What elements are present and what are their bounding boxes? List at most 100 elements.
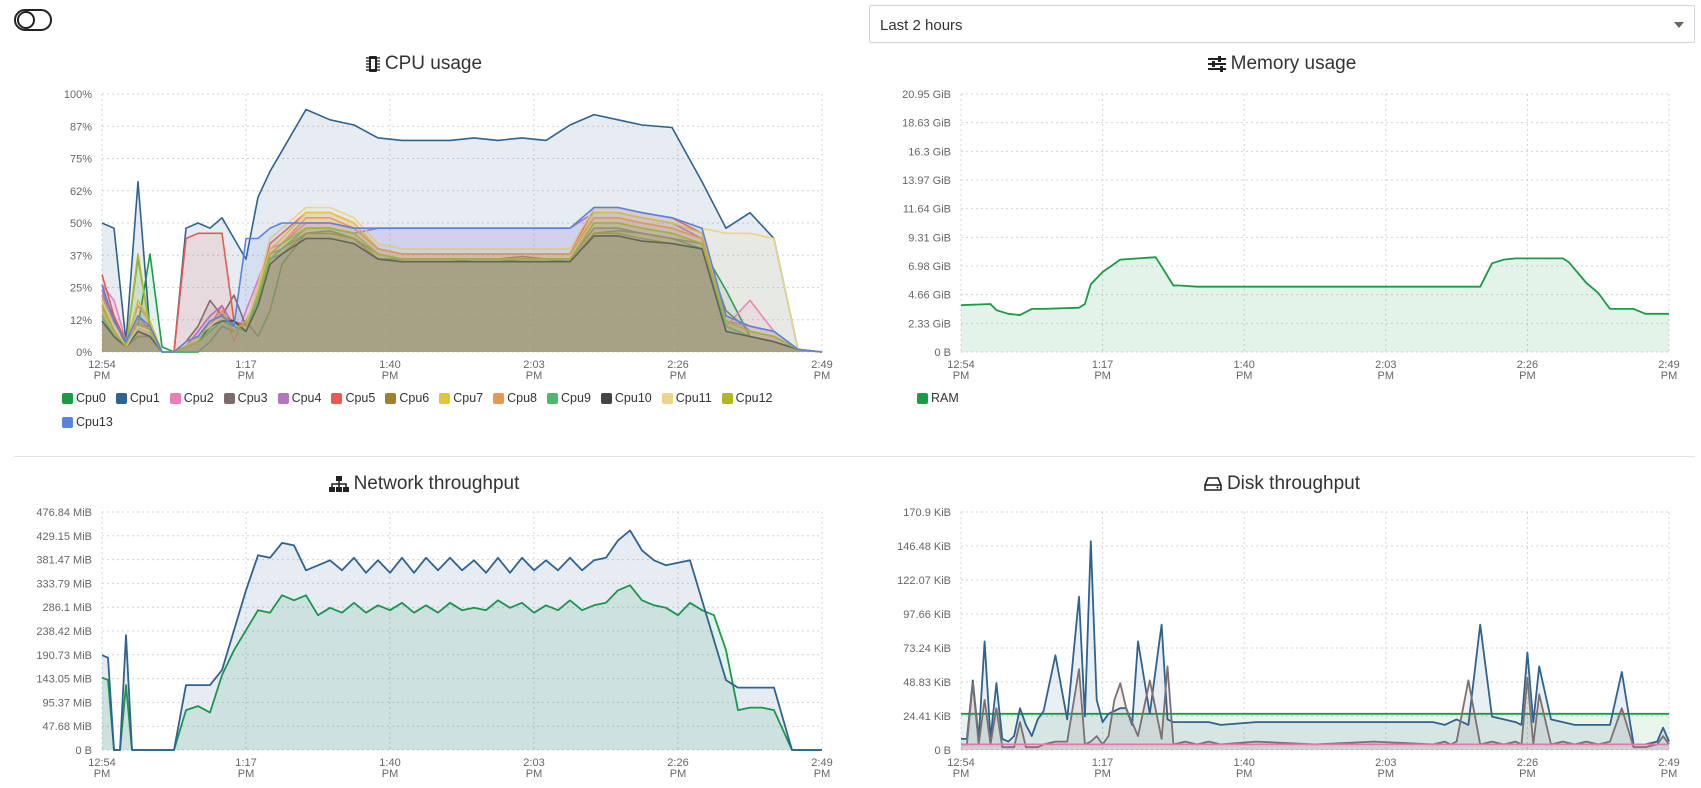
x-tick-label: 2:49 PM xyxy=(811,757,832,780)
series-line-2 xyxy=(961,665,1670,749)
y-tick-label: 18.63 GiB xyxy=(902,118,951,130)
series-area-7 xyxy=(102,212,822,352)
x-tick-label: 1:40 PM xyxy=(1233,359,1254,382)
x-tick-label: 2:49 PM xyxy=(1658,757,1679,780)
time-range-value: Last 2 hours xyxy=(880,17,963,34)
legend-item-ram[interactable]: RAM xyxy=(917,386,959,410)
legend-swatch xyxy=(600,392,612,404)
legend-item-cpu9[interactable]: Cpu9 xyxy=(547,386,591,410)
legend-item-cpu0[interactable]: Cpu0 xyxy=(62,386,106,410)
legend-swatch xyxy=(439,392,451,404)
y-tick-label: 100% xyxy=(64,89,92,101)
series-area-9 xyxy=(102,223,822,352)
legend-label: Cpu11 xyxy=(675,391,712,405)
memory-usage-chart: 0 B 2.33 GiB 4.66 GiB 6.98 GiB 9.31 GiB 11.64… xyxy=(902,89,1680,382)
legend-label: Cpu2 xyxy=(183,391,214,405)
legend-item-cpu2[interactable]: Cpu2 xyxy=(169,386,214,410)
legend-swatch xyxy=(331,392,343,404)
network-throughput-title: Network throughput xyxy=(14,470,834,498)
y-tick-label: 95.37 MiB xyxy=(42,697,92,709)
legend-swatch xyxy=(277,392,289,404)
cpu-usage-title: CPU usage xyxy=(14,50,834,78)
x-tick-label: 1:17 PM xyxy=(1092,359,1113,382)
legend-swatch xyxy=(62,416,73,428)
toggle-switch[interactable] xyxy=(14,9,52,31)
x-tick-label: 2:49 PM xyxy=(811,359,832,382)
legend-item-cpu7[interactable]: Cpu7 xyxy=(439,386,483,410)
y-tick-label: 2.33 GiB xyxy=(908,318,951,330)
legend-label: Cpu8 xyxy=(507,391,538,405)
legend-swatch xyxy=(223,392,235,404)
x-tick-label: 1:40 PM xyxy=(1233,757,1254,780)
legend-label: Cpu7 xyxy=(453,391,484,405)
legend-swatch xyxy=(493,392,505,404)
network-throughput-chart: 0 B 47.68 MiB 95.37 MiB 143.05 MiB 190.73 Mi… xyxy=(36,507,832,780)
legend-label: Cpu3 xyxy=(237,391,268,405)
series-area-3 xyxy=(102,228,822,352)
y-tick-label: 13.97 GiB xyxy=(902,175,951,187)
series-line-1 xyxy=(961,540,1670,746)
y-tick-label: 170.9 KiB xyxy=(903,507,951,519)
series-line-1 xyxy=(101,529,822,751)
x-tick-label: 12:54 PM xyxy=(88,359,116,382)
series-area-2 xyxy=(102,217,822,352)
x-tick-label: 2:03 PM xyxy=(1375,757,1396,780)
y-tick-label: 12% xyxy=(70,315,92,327)
series-area-13 xyxy=(102,207,822,352)
series-area-0 xyxy=(961,257,1669,352)
cpu-usage-chart: 0% 12% 25% 37% 50% 62% 75% 87% 100% 12:54 PM 1:17 PM… xyxy=(64,89,833,382)
time-range-select[interactable]: Last 2 hours xyxy=(869,5,1695,43)
x-tick-label: 1:40 PM xyxy=(379,757,400,780)
series-area-0 xyxy=(102,585,822,750)
y-tick-label: 24.41 KiB xyxy=(903,711,951,723)
x-tick-label: 12:54 PM xyxy=(88,757,116,780)
sliders-icon xyxy=(1207,55,1226,72)
network-throughput-title-text: Network throughput xyxy=(353,473,520,494)
legend-item-cpu10[interactable]: Cpu10 xyxy=(600,386,652,410)
legend-label: Cpu0 xyxy=(76,391,106,405)
series-area-8 xyxy=(102,217,822,352)
memory-legend: RAM xyxy=(917,386,1697,410)
legend-label: Cpu4 xyxy=(291,391,322,405)
legend-item-cpu12[interactable]: Cpu12 xyxy=(721,386,773,410)
series-line-0 xyxy=(101,584,822,751)
legend-item-cpu4[interactable]: Cpu4 xyxy=(277,386,322,410)
y-tick-label: 238.42 MiB xyxy=(36,626,92,638)
x-tick-label: 1:17 PM xyxy=(1092,757,1113,780)
legend-item-cpu5[interactable]: Cpu5 xyxy=(331,386,375,410)
legend-swatch xyxy=(115,392,127,404)
series-line-0 xyxy=(960,256,1669,316)
legend-item-cpu1[interactable]: Cpu1 xyxy=(115,386,160,410)
y-tick-label: 0 B xyxy=(934,347,951,359)
series-area-1 xyxy=(102,109,822,352)
memory-usage-title-text: Memory usage xyxy=(1230,53,1357,74)
x-tick-label: 12:54 PM xyxy=(947,757,975,780)
cpu-usage-title-text: CPU usage xyxy=(384,53,483,74)
y-tick-label: 11.64 GiB xyxy=(903,204,951,216)
y-tick-label: 190.73 MiB xyxy=(36,650,92,662)
x-tick-label: 2:26 PM xyxy=(1517,359,1538,382)
series-line-13 xyxy=(101,206,823,353)
legend-item-cpu11[interactable]: Cpu11 xyxy=(661,386,712,410)
cpu-legend: Cpu0 Cpu1 Cpu2 Cpu3 Cpu4 Cpu5 Cpu6 Cpu7 Cpu8 Cpu9… xyxy=(62,386,842,434)
y-tick-label: 0 B xyxy=(75,745,92,757)
legend-item-cpu8[interactable]: Cpu8 xyxy=(493,386,537,410)
legend-label: Cpu13 xyxy=(76,415,113,429)
legend-item-cpu13[interactable]: Cpu13 xyxy=(62,410,113,434)
legend-swatch xyxy=(721,392,733,404)
x-tick-label: 2:49 PM xyxy=(1658,359,1679,382)
legend-label: Cpu1 xyxy=(129,391,160,405)
disk-throughput-panel: Disk throughput 0 B 24.41 KiB 48.83 KiB 73.… xyxy=(869,470,1695,788)
sitemap-icon xyxy=(328,475,349,492)
y-tick-label: 4.66 GiB xyxy=(908,290,951,302)
x-tick-label: 1:17 PM xyxy=(235,757,256,780)
y-tick-label: 381.47 MiB xyxy=(36,555,92,567)
legend-label: Cpu10 xyxy=(614,391,652,405)
legend-item-cpu3[interactable]: Cpu3 xyxy=(223,386,268,410)
legend-item-cpu6[interactable]: Cpu6 xyxy=(385,386,429,410)
series-area-3 xyxy=(961,744,1669,750)
hard-drive-icon xyxy=(1204,477,1222,491)
legend-swatch xyxy=(661,392,673,404)
section-divider xyxy=(14,456,1695,457)
y-tick-label: 50% xyxy=(70,218,92,230)
